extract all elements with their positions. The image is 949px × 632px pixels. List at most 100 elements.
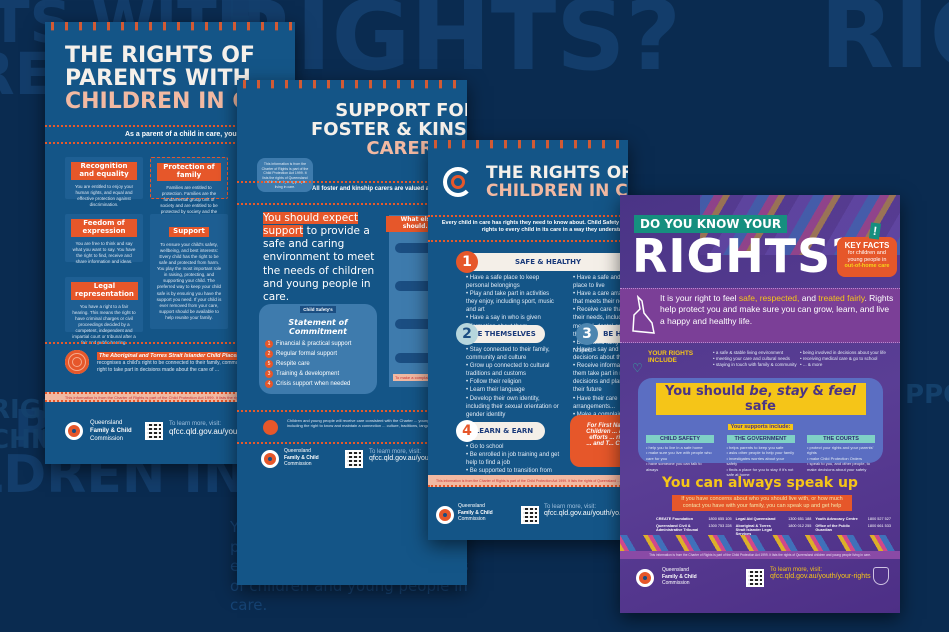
intro-highlight: treated fairly [818,293,865,303]
org-line: Queensland [662,567,689,573]
section-header: LEARN & EARN [463,422,545,440]
heading-part: & [807,384,829,399]
section-number: 4 [456,420,478,442]
list-item: Have a safe place to keep personal belon… [466,274,561,290]
poster-know-your-rights[interactable]: DO YOU KNOW YOUR RIGHTS? KEY FACTS for c… [620,195,900,613]
org-name: Queensland Family & Child Commission [284,448,319,468]
source-note: This information is from the Charter of … [620,551,900,559]
list-item: being involved in decisions about your l… [800,350,898,356]
kicker: DO YOU KNOW YOUR [634,215,788,233]
support-label: THE GOVERNMENT [726,435,795,443]
supports-label: Your supports include: [727,424,794,430]
commitment-text: Crisis support when needed [276,381,351,387]
qr-code-icon[interactable] [345,450,363,468]
label-line: INCLUDE [648,357,677,365]
section-number: 3 [576,323,598,345]
contact[interactable]: Aboriginal & Torres Strait Islander Lega… [736,524,812,536]
qr-code-icon[interactable] [145,422,163,440]
heart-icon: ♡ [632,361,643,375]
title-line: CARERS [366,137,447,159]
list-item: staying in touch with family & community [713,362,798,368]
visit-link[interactable]: To learn more, visit: qfcc.qld.gov.au/yo… [369,449,450,462]
url-text[interactable]: qfcc.qld.gov.au/youth/your-rights [770,573,871,580]
contact-phone: 1800 527 527 [867,517,891,521]
qr-code-icon[interactable] [746,569,764,587]
heading-part: stay [777,384,808,399]
supports-columns: CHILD SAFETY help you to live in a safe … [638,433,883,479]
bg-ghost-title: RIGHTS? [222,0,682,92]
commitment-list: 1 Financial & practical support 2 Regular … [259,336,377,392]
speak-up-sub: If you have concerns about who you shoul… [672,495,852,512]
support-list: helps parents to keep you safe asks othe… [727,445,795,477]
contact[interactable]: Office of the Public Guardian 1800 661 53… [815,524,891,536]
contacts-grid: CREATE Foundation 1800 655 105 Legal Aid … [656,517,891,536]
org-line: Queensland [90,420,123,426]
visit-link[interactable]: To learn more, visit: qfcc.qld.gov.au/yo… [770,567,871,580]
heading-part: You should [665,384,750,399]
card-heading: Support [169,227,209,237]
contact[interactable]: Youth Advocacy Centre 1800 527 527 [815,517,891,521]
visit-link[interactable]: To learn more, visit: qfcc.qld.gov.au/yo… [169,421,268,436]
contact-name: Aboriginal & Torres Strait Islander Lega… [735,524,772,536]
contact-name: Legal Aid Queensland [735,517,776,521]
visit-link[interactable]: To learn more, visit: qfcc.qld.gov.au/yo… [544,504,625,517]
commitment-number: 1 [265,340,273,348]
visit-label: To learn more, visit: [369,449,422,455]
source-note: This information is from the Charter of … [45,392,295,402]
poster-children-rights[interactable]: THE RIGHTS OF CHILDREN IN CARE Every chi… [428,140,628,540]
principle-body: recognises a child's right to be connect… [97,360,289,373]
section-list: Have a safe place to keep personal belon… [466,274,561,331]
org-line: Commission [662,580,690,586]
visit-label: To learn more, visit: [544,504,597,510]
complaint-link[interactable]: To make a complaint... [393,374,438,381]
what-else-item [395,319,443,329]
divider [45,342,295,344]
sunburst-border [428,140,628,149]
org-line: Queensland [284,448,311,454]
rights-include-label: YOUR RIGHTS INCLUDE [648,350,693,364]
commitment-box: Child Safety's Statement of Commitment 1… [259,304,377,394]
key-facts-highlight: out-of-home care [844,263,890,270]
intro-text: Every child in care has rights they need… [441,220,628,234]
contact[interactable]: Queensland Civil & Administrative Tribun… [656,524,732,536]
qr-code-icon[interactable] [521,506,539,524]
list-item: Play and take part in activities they en… [466,290,561,314]
section-number: 1 [456,251,478,273]
contact-phone: 1300 651 188 [788,517,812,521]
divider [237,181,467,183]
qfcc-logo-icon [261,450,279,468]
fingerprint-icon [65,350,89,374]
list-item: Receive information to help them take pa… [573,362,628,394]
statement-text: to provide a safe and caring environment… [263,225,375,303]
list-item: Stay connected to their family, communit… [466,346,561,362]
card-heading: Feedom of expression [71,219,137,237]
speak-up-heading: You can always speak up [662,475,858,491]
key-facts-title: KEY FACTS [844,241,890,250]
intro-band [620,288,900,343]
url-text[interactable]: qfcc.qld.gov.au/youth/your... [169,427,269,436]
divider [45,142,295,144]
title-line: FOSTER & KINSHIP [311,118,467,140]
list-item: Have a care arrangement that meets their… [573,290,628,306]
contact-phone: 1800 661 533 [867,524,891,528]
key-facts-line: for children and [848,250,886,256]
card-heading: Legal representation [71,282,138,300]
title-line: SUPPORT FOR [335,100,467,121]
label-line: YOUR RIGHTS [648,350,694,357]
org-line: Family & Child [458,509,493,516]
heading-part: safe [745,399,776,414]
bottom-note: Children and young people will receive c… [287,418,465,429]
org-line: Family & Child [284,454,319,461]
url-text[interactable]: qfcc.qld.gov.au/youth/yo... [369,455,450,462]
org-name: Queensland Family & Child Commission [662,567,697,587]
commitment-item: 2 Regular formal support [265,350,371,358]
url-text[interactable]: qfcc.qld.gov.au/youth/yo... [544,510,625,517]
card-heading: Protection of family [157,163,221,181]
contact[interactable]: CREATE Foundation 1800 655 105 [656,517,732,521]
right-card: Protection of family Families are entitl… [150,157,228,220]
support-list: protect your rights and your parents' ri… [807,445,875,472]
contact[interactable]: Legal Aid Queensland 1300 651 188 [736,517,812,521]
org-line: Family & Child [662,573,697,580]
list-item: make Child Protection Orders [807,456,875,461]
org-line: Commission [90,435,124,442]
